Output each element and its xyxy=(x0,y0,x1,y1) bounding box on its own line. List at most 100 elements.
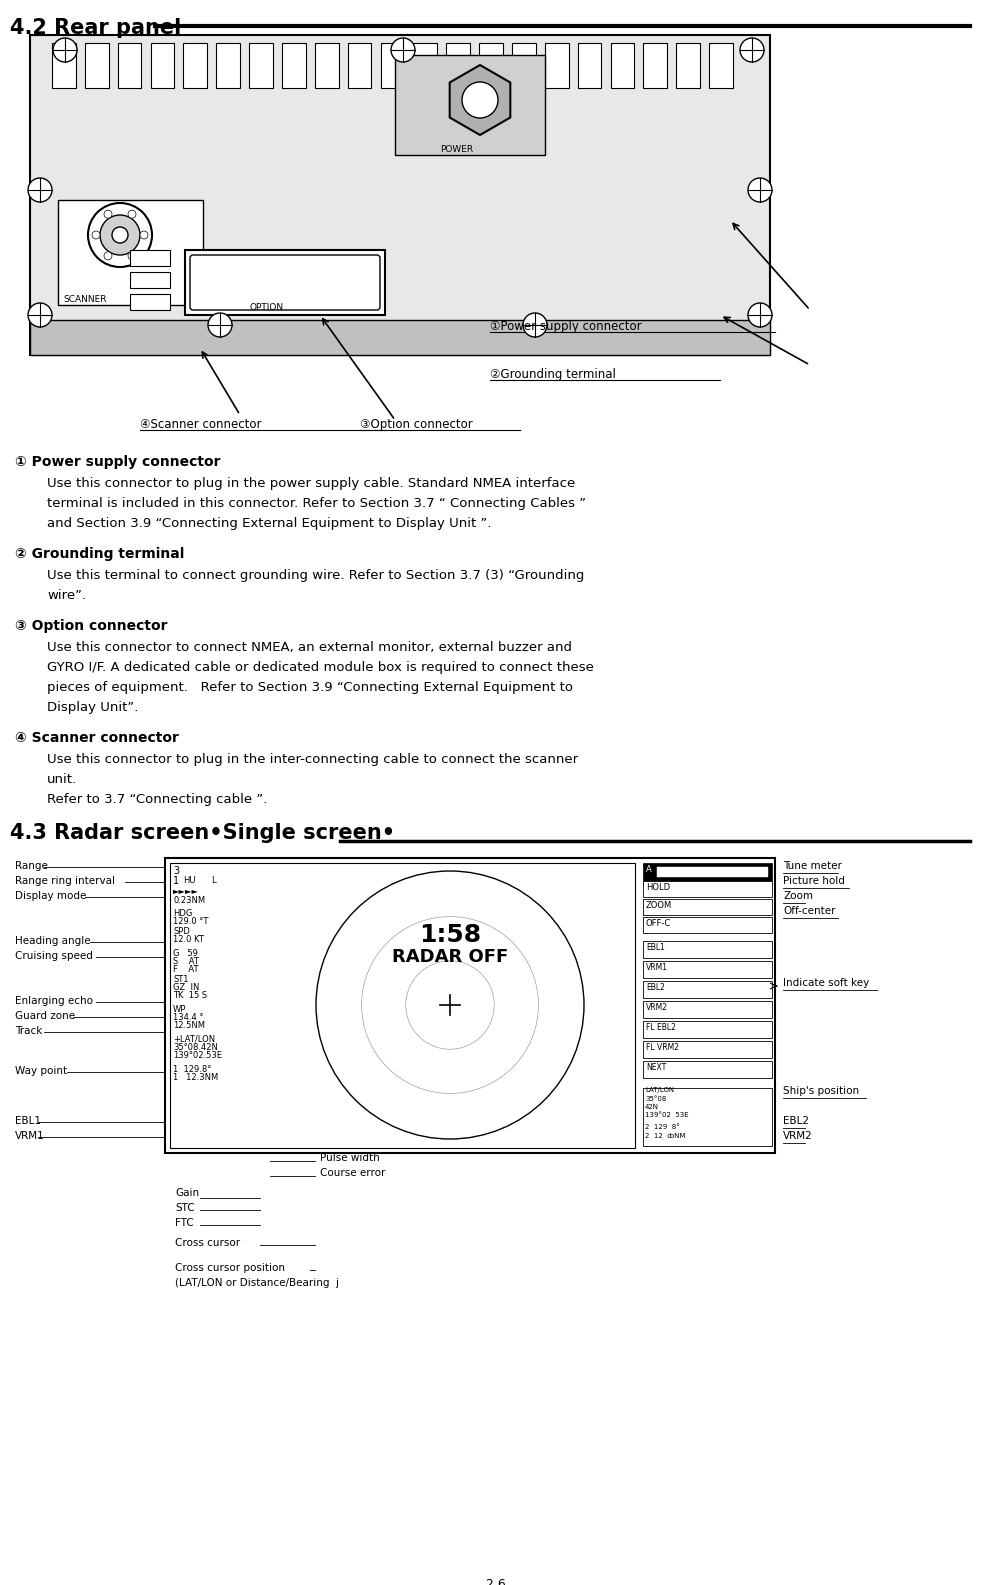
Text: HOLD: HOLD xyxy=(646,883,671,892)
Bar xyxy=(130,250,170,266)
Text: Ship's position: Ship's position xyxy=(783,1086,859,1095)
Bar xyxy=(185,250,385,315)
Text: 139°02.53E: 139°02.53E xyxy=(173,1051,222,1060)
Circle shape xyxy=(523,312,547,338)
Bar xyxy=(151,43,175,89)
Circle shape xyxy=(208,312,232,338)
Text: HU: HU xyxy=(183,877,195,884)
Bar xyxy=(165,857,775,1152)
Text: (LAT/LON or Distance/Bearing  j: (LAT/LON or Distance/Bearing j xyxy=(175,1278,339,1289)
Circle shape xyxy=(104,252,112,260)
Circle shape xyxy=(316,872,584,1140)
Text: 1:58: 1:58 xyxy=(419,922,481,946)
Circle shape xyxy=(92,231,100,239)
Bar xyxy=(85,43,108,89)
Text: Tune meter: Tune meter xyxy=(783,861,842,872)
Circle shape xyxy=(28,303,52,327)
Text: F    AT: F AT xyxy=(173,965,198,975)
Text: 2  129  8°: 2 129 8° xyxy=(645,1124,680,1130)
Text: 12.0 KT: 12.0 KT xyxy=(173,935,204,945)
Text: ④Scanner connector: ④Scanner connector xyxy=(140,418,262,431)
Text: ④ Scanner connector: ④ Scanner connector xyxy=(15,731,179,745)
Text: Use this terminal to connect grounding wire. Refer to Section 3.7 (3) “Grounding: Use this terminal to connect grounding w… xyxy=(47,569,584,582)
Bar xyxy=(414,43,437,89)
Circle shape xyxy=(740,38,764,62)
Text: A: A xyxy=(646,865,652,873)
Text: Refer to 3.7 “Connecting cable ”.: Refer to 3.7 “Connecting cable ”. xyxy=(47,792,268,807)
Text: STC: STC xyxy=(175,1203,194,1213)
Circle shape xyxy=(28,178,52,201)
Bar xyxy=(30,320,770,355)
Text: Track: Track xyxy=(15,1025,43,1037)
Text: ST1: ST1 xyxy=(173,975,188,984)
Text: unit.: unit. xyxy=(47,773,77,786)
Text: HDG: HDG xyxy=(173,910,192,918)
Text: FTC: FTC xyxy=(175,1217,193,1228)
Text: 129.0 °T: 129.0 °T xyxy=(173,918,208,926)
Text: Zoom: Zoom xyxy=(783,891,813,900)
Text: GZ  IN: GZ IN xyxy=(173,983,199,992)
Text: WP: WP xyxy=(173,1005,186,1014)
Bar xyxy=(643,961,772,978)
Bar xyxy=(577,43,601,89)
Bar xyxy=(249,43,273,89)
Text: Use this connector to plug in the power supply cable. Standard NMEA interface: Use this connector to plug in the power … xyxy=(47,477,575,490)
Text: ① Power supply connector: ① Power supply connector xyxy=(15,455,220,469)
Text: Indicate soft key: Indicate soft key xyxy=(783,978,869,987)
Bar xyxy=(348,43,371,89)
Text: ③Option connector: ③Option connector xyxy=(360,418,473,431)
Text: FL VRM2: FL VRM2 xyxy=(646,1043,679,1052)
Polygon shape xyxy=(449,65,510,135)
Bar xyxy=(52,43,75,89)
Text: 3: 3 xyxy=(173,865,180,877)
Text: VRM1: VRM1 xyxy=(15,1132,45,1141)
Text: 35°08: 35°08 xyxy=(645,1095,667,1102)
Bar xyxy=(643,881,772,897)
Circle shape xyxy=(53,38,77,62)
Text: POWER: POWER xyxy=(440,144,473,154)
Bar xyxy=(709,43,733,89)
Text: and Section 3.9 “Connecting External Equipment to Display Unit ”.: and Section 3.9 “Connecting External Equ… xyxy=(47,517,491,529)
Text: Gain: Gain xyxy=(175,1189,199,1198)
Text: 0.23NM: 0.23NM xyxy=(173,896,205,905)
Text: Course error: Course error xyxy=(320,1168,385,1178)
Text: Cross cursor position: Cross cursor position xyxy=(175,1263,285,1273)
Bar xyxy=(395,55,545,155)
Bar xyxy=(282,43,306,89)
Circle shape xyxy=(100,216,140,255)
Text: L: L xyxy=(211,877,215,884)
Text: wire”.: wire”. xyxy=(47,590,86,602)
Bar xyxy=(643,1087,772,1146)
Bar xyxy=(643,1041,772,1059)
Text: 4.2 Rear panel: 4.2 Rear panel xyxy=(10,17,182,38)
Text: Cross cursor: Cross cursor xyxy=(175,1238,240,1247)
Bar xyxy=(643,941,772,957)
Text: Display Unit”.: Display Unit”. xyxy=(47,701,138,713)
Bar xyxy=(677,43,700,89)
Text: OPTION: OPTION xyxy=(250,303,284,312)
Text: Use this connector to plug in the inter-connecting cable to connect the scanner: Use this connector to plug in the inter-… xyxy=(47,753,578,766)
Text: RADAR OFF: RADAR OFF xyxy=(392,948,508,965)
Text: VRM2: VRM2 xyxy=(783,1132,812,1141)
Text: Enlarging echo: Enlarging echo xyxy=(15,995,93,1006)
Bar xyxy=(643,1060,772,1078)
Bar xyxy=(643,918,772,934)
Bar xyxy=(643,1002,772,1018)
Text: ①Power supply connector: ①Power supply connector xyxy=(490,320,642,333)
Text: EBL2: EBL2 xyxy=(646,983,665,992)
Text: +LAT/LON: +LAT/LON xyxy=(173,1035,215,1045)
Circle shape xyxy=(88,203,152,266)
Circle shape xyxy=(128,252,136,260)
Text: 1: 1 xyxy=(173,877,180,886)
Circle shape xyxy=(112,227,128,243)
Text: ② Grounding terminal: ② Grounding terminal xyxy=(15,547,185,561)
Bar xyxy=(216,43,240,89)
Text: NEXT: NEXT xyxy=(646,1064,667,1071)
Text: Guard zone: Guard zone xyxy=(15,1011,75,1021)
Bar xyxy=(170,862,635,1148)
Text: ②Grounding terminal: ②Grounding terminal xyxy=(490,368,616,380)
Text: 2 6: 2 6 xyxy=(486,1579,506,1585)
Bar xyxy=(643,899,772,915)
Text: 12.5NM: 12.5NM xyxy=(173,1021,205,1030)
Text: VRM1: VRM1 xyxy=(646,964,668,972)
